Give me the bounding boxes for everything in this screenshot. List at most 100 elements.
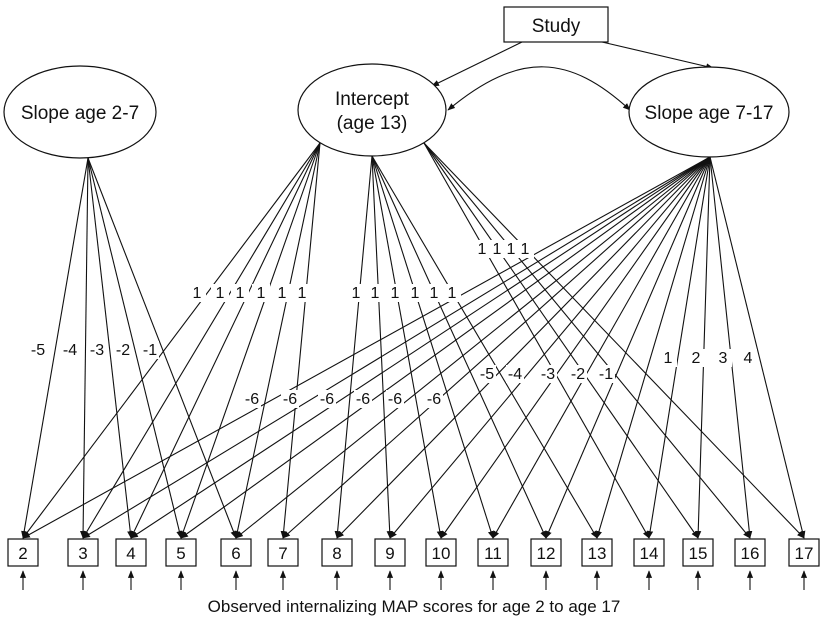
slope-late-path bbox=[130, 156, 711, 539]
observed-box-age-2: 2 bbox=[7, 538, 39, 590]
observed-box-age-10: 10 bbox=[425, 538, 457, 590]
observed-box-label: 11 bbox=[484, 544, 502, 563]
observed-box-label: 2 bbox=[18, 544, 27, 563]
coef-intercept: 1 bbox=[507, 241, 516, 258]
coef-slope-late: -1 bbox=[599, 366, 613, 383]
study-slope-late-path bbox=[601, 41, 714, 70]
coef-slope-early: -2 bbox=[116, 342, 130, 359]
intercept-path bbox=[423, 142, 805, 539]
coef-intercept: 1 bbox=[430, 285, 439, 302]
observed-box-label: 8 bbox=[332, 544, 341, 563]
coef-intercept: 1 bbox=[278, 285, 287, 302]
intercept-path bbox=[22, 142, 321, 539]
coef-intercept: 1 bbox=[391, 285, 400, 302]
coef-slope-late: -5 bbox=[480, 366, 494, 383]
observed-box-age-17: 17 bbox=[788, 538, 820, 590]
intercept-path bbox=[423, 142, 650, 539]
coef-intercept: 1 bbox=[257, 285, 266, 302]
coef-bg bbox=[473, 240, 491, 258]
intercept-path bbox=[371, 155, 598, 539]
slope-late-path bbox=[336, 156, 711, 539]
coef-bg bbox=[293, 284, 311, 302]
coef-bg bbox=[29, 341, 47, 359]
slope-late-path bbox=[647, 156, 711, 539]
observed-box-age-3: 3 bbox=[67, 538, 99, 590]
coef-bg bbox=[366, 284, 384, 302]
coef-bg bbox=[443, 284, 461, 302]
coef-intercept: 1 bbox=[352, 285, 361, 302]
coef-bg bbox=[386, 390, 404, 408]
intercept-path bbox=[280, 142, 321, 539]
slope-early-path bbox=[80, 157, 89, 539]
coef-bg bbox=[354, 390, 372, 408]
coef-intercept: 1 bbox=[193, 285, 202, 302]
intercept-path bbox=[334, 155, 373, 539]
slope-late-path bbox=[22, 156, 711, 539]
slope-late-path bbox=[596, 156, 711, 539]
coef-bg bbox=[61, 341, 79, 359]
slope-late-path bbox=[282, 156, 711, 539]
coef-bg bbox=[714, 349, 732, 367]
coef-bg bbox=[318, 390, 336, 408]
coef-slope-late: -6 bbox=[245, 391, 259, 408]
slope-late-path bbox=[492, 156, 711, 539]
observed-box-label: 12 bbox=[537, 544, 556, 563]
slope-early-path bbox=[87, 157, 237, 539]
coef-bg bbox=[506, 365, 524, 383]
loading-coefficients: -5 -4 -3 -2 -11 1 1 1 1 1 1 1 1 1 1 11 1 1 1-6 -6 -6 -6 -6 -6-5… bbox=[29, 240, 757, 408]
study-node: Study bbox=[503, 6, 609, 43]
coef-bg bbox=[516, 240, 534, 258]
coef-bg bbox=[114, 341, 132, 359]
coef-slope-early: -4 bbox=[63, 342, 77, 359]
observed-box-label: 7 bbox=[278, 544, 287, 563]
coef-slope-early: -5 bbox=[31, 342, 45, 359]
observed-box-age-12: 12 bbox=[530, 538, 562, 590]
coef-bg bbox=[188, 284, 206, 302]
observed-box-age-15: 15 bbox=[682, 538, 714, 590]
coef-bg bbox=[539, 365, 557, 383]
diagram-caption: Observed internalizing MAP scores for ag… bbox=[208, 597, 621, 616]
coef-bg bbox=[659, 349, 677, 367]
slope-late-path bbox=[82, 156, 711, 539]
slope-late-path bbox=[709, 156, 806, 539]
slope-early-path bbox=[87, 157, 134, 539]
observed-box-age-13: 13 bbox=[581, 538, 613, 590]
observed-box-label: 5 bbox=[176, 544, 185, 563]
slope-late-path bbox=[545, 156, 711, 539]
coef-bg bbox=[425, 284, 443, 302]
coef-slope-late: -6 bbox=[283, 391, 297, 408]
coef-bg bbox=[141, 341, 159, 359]
coef-intercept: 1 bbox=[493, 241, 502, 258]
observed-box-label: 9 bbox=[385, 544, 394, 563]
slope-late-path bbox=[709, 156, 753, 539]
coef-slope-late: -4 bbox=[508, 366, 522, 383]
coef-intercept: 1 bbox=[521, 241, 530, 258]
coef-slope-early: -1 bbox=[143, 342, 157, 359]
observed-box-age-6: 6 bbox=[220, 538, 252, 590]
coef-intercept: 1 bbox=[236, 285, 245, 302]
coef-intercept: 1 bbox=[298, 285, 307, 302]
coef-intercept: 1 bbox=[216, 285, 225, 302]
observed-box-label: 16 bbox=[741, 544, 760, 563]
observed-box-age-9: 9 bbox=[374, 538, 406, 590]
coef-bg bbox=[478, 365, 496, 383]
intercept-slope-covariance bbox=[447, 66, 631, 111]
slope-late-path bbox=[440, 156, 711, 539]
slope-late-path bbox=[180, 156, 711, 539]
coef-slope-late: -6 bbox=[388, 391, 402, 408]
observed-box-label: 14 bbox=[640, 544, 659, 563]
intercept-node: Intercept (age 13) bbox=[297, 63, 447, 157]
slope-early-node: Slope age 2-7 bbox=[3, 65, 157, 159]
intercept-label-line1: Intercept bbox=[335, 89, 410, 110]
intercept-path bbox=[130, 142, 321, 539]
intercept-path bbox=[423, 142, 699, 539]
observed-box-label: 13 bbox=[588, 544, 607, 563]
study-intercept-path bbox=[431, 41, 523, 87]
coef-intercept: 1 bbox=[371, 285, 380, 302]
coef-intercept: 1 bbox=[411, 285, 420, 302]
coef-slope-late: 4 bbox=[744, 350, 753, 367]
coef-bg bbox=[687, 349, 705, 367]
intercept-path bbox=[371, 155, 494, 539]
observed-box-label: 17 bbox=[795, 544, 814, 563]
